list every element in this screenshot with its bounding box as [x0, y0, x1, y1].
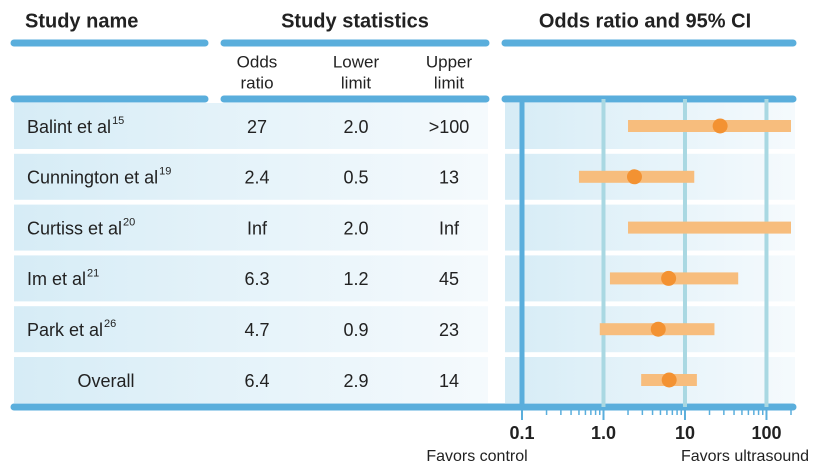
- subheader: limit: [341, 73, 371, 92]
- row-band: [14, 255, 488, 302]
- upper-limit: Inf: [439, 218, 460, 238]
- x-tick-label: 1.0: [591, 423, 616, 443]
- odds-ratio: 4.7: [244, 320, 269, 340]
- superscript: 26: [104, 318, 116, 330]
- column-header: Odds ratio and 95% CI: [539, 10, 751, 32]
- x-label: Favors ultrasound: [681, 448, 809, 465]
- x-label: Favors control: [426, 448, 527, 465]
- upper-limit: 14: [439, 371, 459, 391]
- x-tick-label: 0.1: [509, 423, 534, 443]
- row-band: [14, 103, 488, 149]
- lower-limit: 0.9: [343, 320, 368, 340]
- study-name: Balint et al: [27, 117, 111, 137]
- superscript: 21: [87, 267, 99, 279]
- superscript: 19: [159, 166, 171, 178]
- row-band: [14, 306, 488, 353]
- upper-limit: >100: [429, 117, 470, 137]
- subheader: ratio: [240, 73, 273, 92]
- lower-limit: 2.0: [343, 218, 368, 238]
- odds-ratio: 6.3: [244, 269, 269, 289]
- lower-limit: 2.0: [343, 117, 368, 137]
- study-name: Overall: [77, 371, 134, 391]
- ci-bar: [628, 120, 791, 132]
- row-backgrounds: [14, 103, 795, 403]
- study-name: Im et al: [27, 269, 86, 289]
- upper-limit: 45: [439, 269, 459, 289]
- superscript: 15: [112, 115, 124, 127]
- column-header: Study statistics: [281, 10, 429, 32]
- lower-limit: 0.5: [343, 168, 368, 188]
- odds-point: [712, 118, 728, 134]
- subheader: limit: [434, 73, 464, 92]
- odds-point: [661, 372, 677, 388]
- row-band: [14, 153, 488, 200]
- row-band: [14, 204, 488, 251]
- superscript: 20: [123, 217, 135, 229]
- column-header: Study name: [25, 10, 138, 32]
- lower-limit: 1.2: [343, 269, 368, 289]
- odds-point: [661, 270, 677, 286]
- odds-point: [650, 321, 666, 337]
- upper-limit: 13: [439, 168, 459, 188]
- header-rules: [10, 39, 797, 411]
- odds-ratio: 2.4: [244, 168, 269, 188]
- subheader: Odds: [237, 52, 278, 71]
- x-tick-label: 100: [751, 423, 781, 443]
- subheader: Lower: [333, 52, 380, 71]
- row-band: [14, 357, 488, 403]
- study-name: Park et al: [27, 320, 103, 340]
- study-name: Curtiss et al: [27, 218, 122, 238]
- ci-bar: [628, 221, 791, 234]
- odds-ratio: 27: [247, 117, 267, 137]
- subheader: Upper: [426, 52, 473, 71]
- lower-limit: 2.9: [343, 371, 368, 391]
- odds-ratio: 6.4: [244, 371, 269, 391]
- upper-limit: 23: [439, 320, 459, 340]
- odds-ratio: Inf: [247, 218, 268, 238]
- x-tick-label: 10: [675, 423, 695, 443]
- study-name: Cunnington et al: [27, 168, 158, 188]
- odds-point: [626, 169, 642, 185]
